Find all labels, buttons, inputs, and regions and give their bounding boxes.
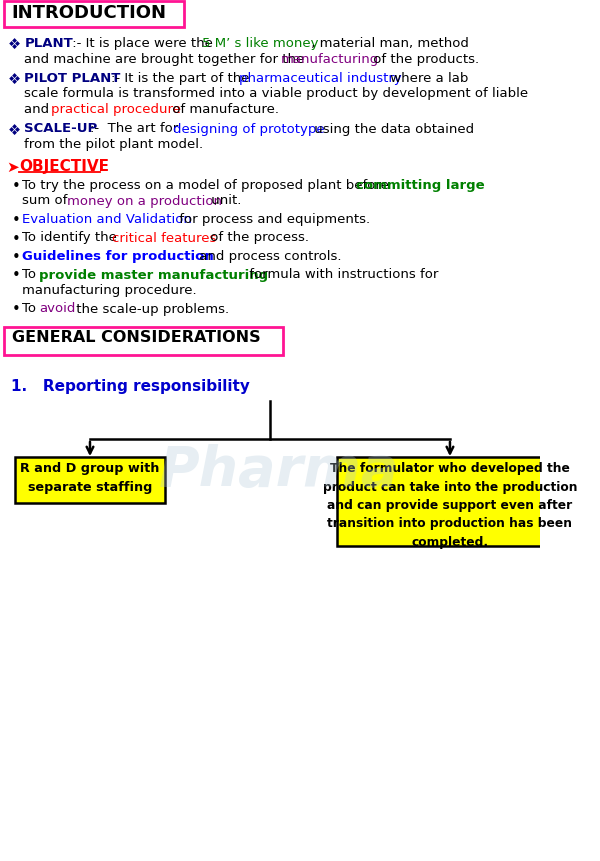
FancyBboxPatch shape (4, 1, 184, 27)
Text: •: • (11, 250, 20, 265)
Text: SCALE-UP: SCALE-UP (24, 122, 98, 135)
Text: and: and (24, 103, 53, 116)
Text: To: To (22, 302, 41, 315)
Text: •: • (11, 213, 20, 228)
Text: of the products.: of the products. (369, 53, 479, 65)
Text: where a lab: where a lab (386, 72, 469, 85)
Text: of manufacture.: of manufacture. (168, 103, 279, 116)
Text: and process controls.: and process controls. (195, 250, 341, 263)
Text: Pharma: Pharma (159, 444, 399, 498)
Text: 1.   Reporting responsibility: 1. Reporting responsibility (11, 379, 250, 394)
Text: unit.: unit. (206, 195, 241, 208)
Text: formula with instructions for: formula with instructions for (245, 269, 439, 282)
Text: :- It is the part of the: :- It is the part of the (111, 72, 254, 85)
Text: PLANT: PLANT (24, 37, 73, 50)
Text: GENERAL CONSIDERATIONS: GENERAL CONSIDERATIONS (11, 330, 260, 345)
Text: pharmaceutical industry: pharmaceutical industry (239, 72, 402, 85)
Text: Guidelines for production: Guidelines for production (22, 250, 214, 263)
Text: from the pilot plant model.: from the pilot plant model. (24, 138, 203, 151)
Text: :-  The art for: :- The art for (90, 122, 183, 135)
Text: 5 M’ s like money: 5 M’ s like money (202, 37, 319, 50)
Text: INTRODUCTION: INTRODUCTION (11, 4, 167, 22)
Text: To try the process on a model of proposed plant before: To try the process on a model of propose… (22, 179, 394, 192)
Text: manufacturing procedure.: manufacturing procedure. (22, 284, 197, 297)
Text: practical procedure: practical procedure (51, 103, 181, 116)
Text: designing of prototype: designing of prototype (173, 122, 325, 135)
Text: for process and equipments.: for process and equipments. (175, 213, 370, 226)
Text: avoid: avoid (39, 302, 75, 315)
Text: To identify the: To identify the (22, 232, 122, 245)
FancyBboxPatch shape (337, 457, 563, 546)
Text: ❖: ❖ (8, 72, 21, 87)
Text: PILOT PLANT: PILOT PLANT (24, 72, 121, 85)
Text: the scale-up problems.: the scale-up problems. (71, 302, 229, 315)
FancyBboxPatch shape (15, 457, 164, 503)
Text: •: • (11, 302, 20, 318)
Text: provide master manufacturing: provide master manufacturing (39, 269, 268, 282)
FancyBboxPatch shape (4, 327, 283, 355)
Text: committing large: committing large (356, 179, 485, 192)
Text: of the process.: of the process. (206, 232, 308, 245)
Text: •: • (11, 179, 20, 194)
Text: Evaluation and Validation: Evaluation and Validation (22, 213, 193, 226)
Text: ❖: ❖ (8, 122, 21, 138)
Text: scale formula is transformed into a viable product by development of liable: scale formula is transformed into a viab… (24, 88, 529, 101)
Text: , material man, method: , material man, method (307, 37, 469, 50)
Text: manufacturing: manufacturing (280, 53, 379, 65)
Text: To: To (22, 269, 41, 282)
Text: using the data obtained: using the data obtained (310, 122, 474, 135)
Text: ❖: ❖ (8, 37, 21, 52)
Text: ➤: ➤ (6, 159, 19, 175)
Text: and machine are brought together for the: and machine are brought together for the (24, 53, 309, 65)
Text: sum of: sum of (22, 195, 72, 208)
Text: R and D group with
separate staffing: R and D group with separate staffing (20, 462, 160, 493)
Text: money on a production: money on a production (67, 195, 222, 208)
Text: OBJECTIVE: OBJECTIVE (19, 159, 109, 175)
Text: critical features: critical features (112, 232, 216, 245)
Text: •: • (11, 232, 20, 246)
Text: :- It is place were the: :- It is place were the (68, 37, 217, 50)
Text: •: • (11, 269, 20, 283)
Text: The formulator who developed the
product can take into the production
and can pr: The formulator who developed the product… (323, 462, 577, 549)
